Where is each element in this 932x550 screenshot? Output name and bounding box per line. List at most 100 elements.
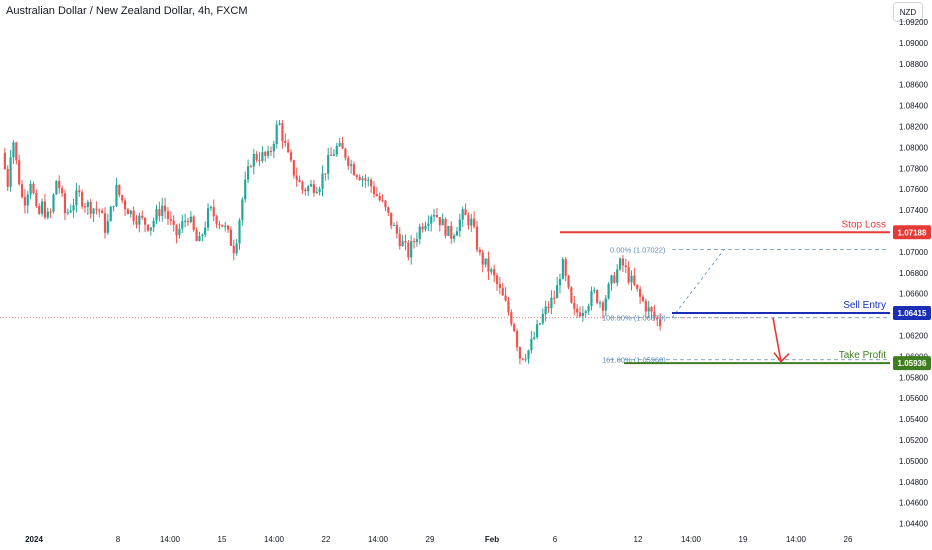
candle-body	[324, 173, 327, 175]
price-tag	[893, 306, 931, 321]
x-tick-label: 26	[844, 535, 853, 544]
candle-body	[221, 224, 224, 227]
y-tick-label: 1.07000	[899, 248, 928, 257]
candle-body	[590, 291, 593, 307]
candle-body	[404, 241, 407, 243]
x-tick-label: 14:00	[160, 535, 181, 544]
fib-trend-line	[671, 249, 725, 318]
candle-body	[470, 218, 473, 226]
candle-body	[252, 154, 255, 167]
candle-body	[659, 319, 662, 326]
candle-body	[195, 230, 198, 242]
candle-body	[23, 197, 26, 206]
candle-body	[593, 290, 596, 292]
price-tag-label: 1.07188	[898, 228, 927, 237]
fib-label: 100.00% (1.06370)	[602, 314, 666, 323]
candle-body	[244, 179, 247, 200]
candle-body	[530, 338, 533, 351]
candle-body	[98, 209, 101, 211]
chart-title: Australian Dollar / New Zealand Dollar, …	[6, 5, 248, 17]
candle-body	[415, 239, 419, 242]
candle-body	[32, 183, 35, 194]
candle-body	[241, 199, 244, 221]
candle-body	[264, 152, 267, 156]
candle-body	[564, 259, 567, 276]
candle-body	[584, 311, 587, 313]
candle-body	[624, 265, 627, 268]
y-tick-label: 1.05800	[899, 373, 928, 382]
candle-body	[43, 201, 47, 218]
candle-body	[481, 252, 484, 265]
candle-body	[6, 169, 9, 187]
y-tick-label: 1.07800	[899, 164, 928, 173]
candle-body	[390, 212, 393, 226]
candle-body	[467, 215, 470, 226]
candle-body	[510, 312, 513, 325]
level-label: Stop Loss	[842, 219, 886, 230]
candle-body	[269, 151, 273, 153]
x-tick-label: 6	[553, 535, 558, 544]
candle-body	[518, 347, 522, 359]
candle-body	[587, 306, 590, 312]
candle-body	[38, 206, 41, 214]
candle-body	[412, 241, 416, 243]
y-tick-label: 1.05400	[899, 415, 928, 424]
candle-body	[272, 144, 275, 152]
candle-body	[364, 178, 367, 181]
candle-body	[261, 152, 264, 161]
candle-body	[578, 312, 582, 317]
candle-body	[226, 225, 230, 230]
candle-body	[501, 287, 504, 296]
candle-body	[26, 194, 29, 206]
candle-body	[20, 184, 24, 198]
x-tick-label: 15	[218, 535, 227, 544]
candle-body	[349, 164, 353, 166]
y-tick-label: 1.08800	[899, 60, 928, 69]
candle-body	[450, 225, 453, 239]
candle-body	[464, 209, 467, 216]
candle-body	[78, 190, 81, 193]
candle-body	[341, 143, 344, 149]
candle-body	[138, 215, 141, 225]
candle-body	[292, 160, 295, 176]
candle-body	[407, 242, 410, 258]
candle-body	[535, 324, 539, 338]
x-tick-label: 12	[634, 535, 643, 544]
candle-body	[387, 207, 390, 213]
candle-body	[46, 211, 49, 218]
candle-body	[63, 193, 67, 214]
sell-arrow	[772, 317, 782, 362]
candle-body	[435, 214, 439, 218]
candle-body	[9, 157, 12, 187]
candle-body	[616, 269, 619, 283]
candle-body	[513, 324, 516, 331]
candle-body	[515, 330, 519, 348]
candle-body	[238, 220, 241, 244]
currency-button[interactable]: NZD	[893, 2, 923, 22]
candle-body	[35, 193, 38, 207]
candle-body	[567, 275, 570, 288]
candle-body	[438, 217, 441, 226]
y-tick-label: 1.09000	[899, 39, 928, 48]
candle-body	[307, 186, 310, 192]
candle-body	[332, 154, 336, 156]
candle-body	[146, 224, 150, 231]
candle-body	[601, 302, 605, 311]
candle-body	[355, 175, 358, 177]
y-tick-label: 1.04600	[899, 499, 928, 508]
fib-label: 161.80% (1.05968)	[602, 356, 666, 365]
candle-body	[487, 258, 490, 272]
candle-body	[618, 258, 622, 270]
candle-body	[224, 225, 227, 227]
candle-body	[375, 194, 378, 196]
price-tag-label: 1.05936	[898, 359, 927, 368]
candle-body	[361, 178, 364, 181]
candle-body	[232, 245, 235, 254]
candle-body	[424, 225, 427, 230]
candle-body	[201, 234, 204, 237]
y-tick-label: 1.06800	[899, 269, 928, 278]
candle-body	[212, 207, 215, 217]
level-label: Take Profit	[839, 350, 886, 361]
